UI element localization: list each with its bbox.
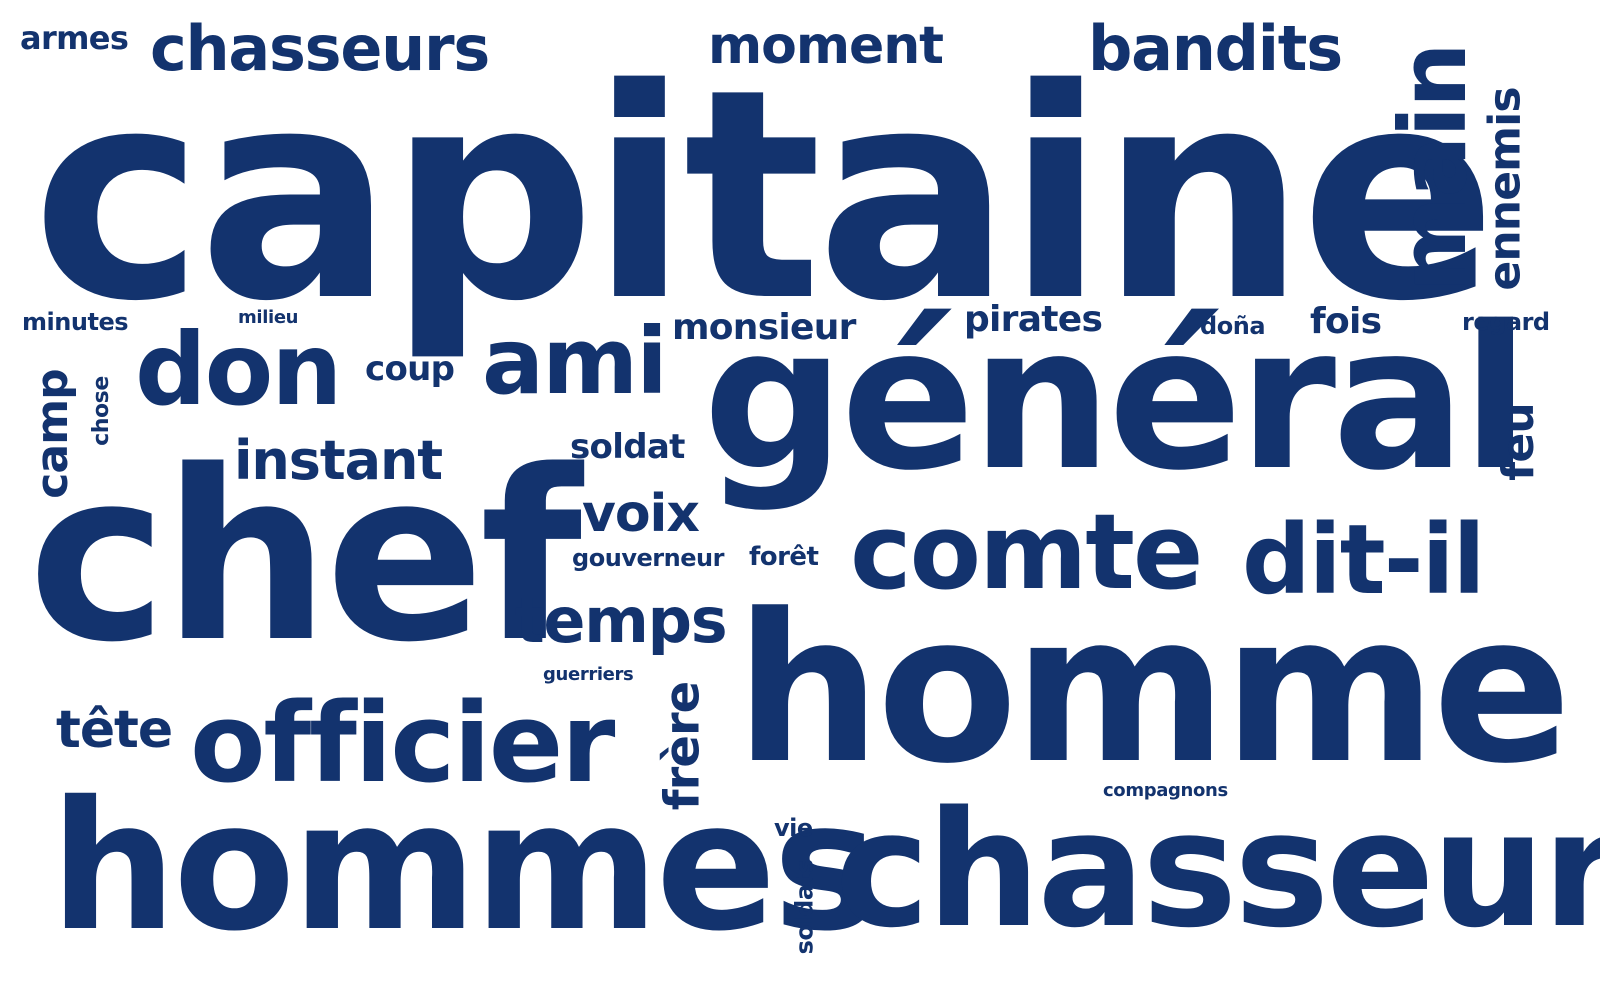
word-armes: armes: [20, 19, 129, 57]
word-pirates: pirates: [964, 299, 1103, 340]
word-comte: comte: [850, 491, 1203, 613]
word-soldat: soldat: [570, 427, 685, 467]
word-don: don: [135, 311, 342, 428]
word-soldats: soldats: [790, 859, 819, 955]
word-minutes: minutes: [22, 308, 129, 336]
word-chose: chose: [88, 376, 114, 446]
word-compagnons: compagnons: [1103, 780, 1228, 801]
word-general: général: [703, 283, 1530, 514]
word-ennemis: ennemis: [1479, 87, 1531, 291]
word-capitaine: capitaine: [32, 28, 1497, 365]
word-chef: chef: [28, 421, 582, 694]
word-chasseurs: chasseurs: [150, 12, 490, 85]
word-regard: regard: [1462, 308, 1550, 336]
word-foret: forêt: [749, 542, 819, 572]
word-officier: officier: [190, 679, 615, 807]
word-dit-il: dit-il: [1242, 504, 1486, 616]
word-feu: feu: [1492, 403, 1544, 481]
word-guerriers: guerriers: [543, 664, 634, 685]
word-coup: coup: [365, 349, 455, 389]
word-moment: moment: [708, 16, 944, 76]
word-bandits: bandits: [1088, 12, 1343, 85]
word-milieu: milieu: [238, 307, 299, 328]
word-instant: instant: [234, 429, 443, 492]
word-temps: temps: [515, 584, 728, 657]
word-vie: vie: [774, 814, 813, 842]
word-homme: homme: [735, 571, 1572, 809]
word-frere: frère: [654, 681, 711, 811]
word-main: main: [1379, 44, 1487, 292]
word-gouverneur: gouverneur: [572, 544, 724, 572]
word-fois: fois: [1310, 301, 1382, 342]
word-hommes: hommes: [50, 763, 879, 970]
word-dona: doña: [1200, 312, 1266, 340]
word-ami: ami: [482, 308, 668, 415]
word-tete: tête: [56, 700, 173, 760]
word-voix: voix: [582, 484, 700, 544]
word-camp: camp: [26, 369, 78, 499]
word-chasseur: chasseur: [835, 776, 1600, 963]
word-monsieur: monsieur: [672, 307, 856, 348]
